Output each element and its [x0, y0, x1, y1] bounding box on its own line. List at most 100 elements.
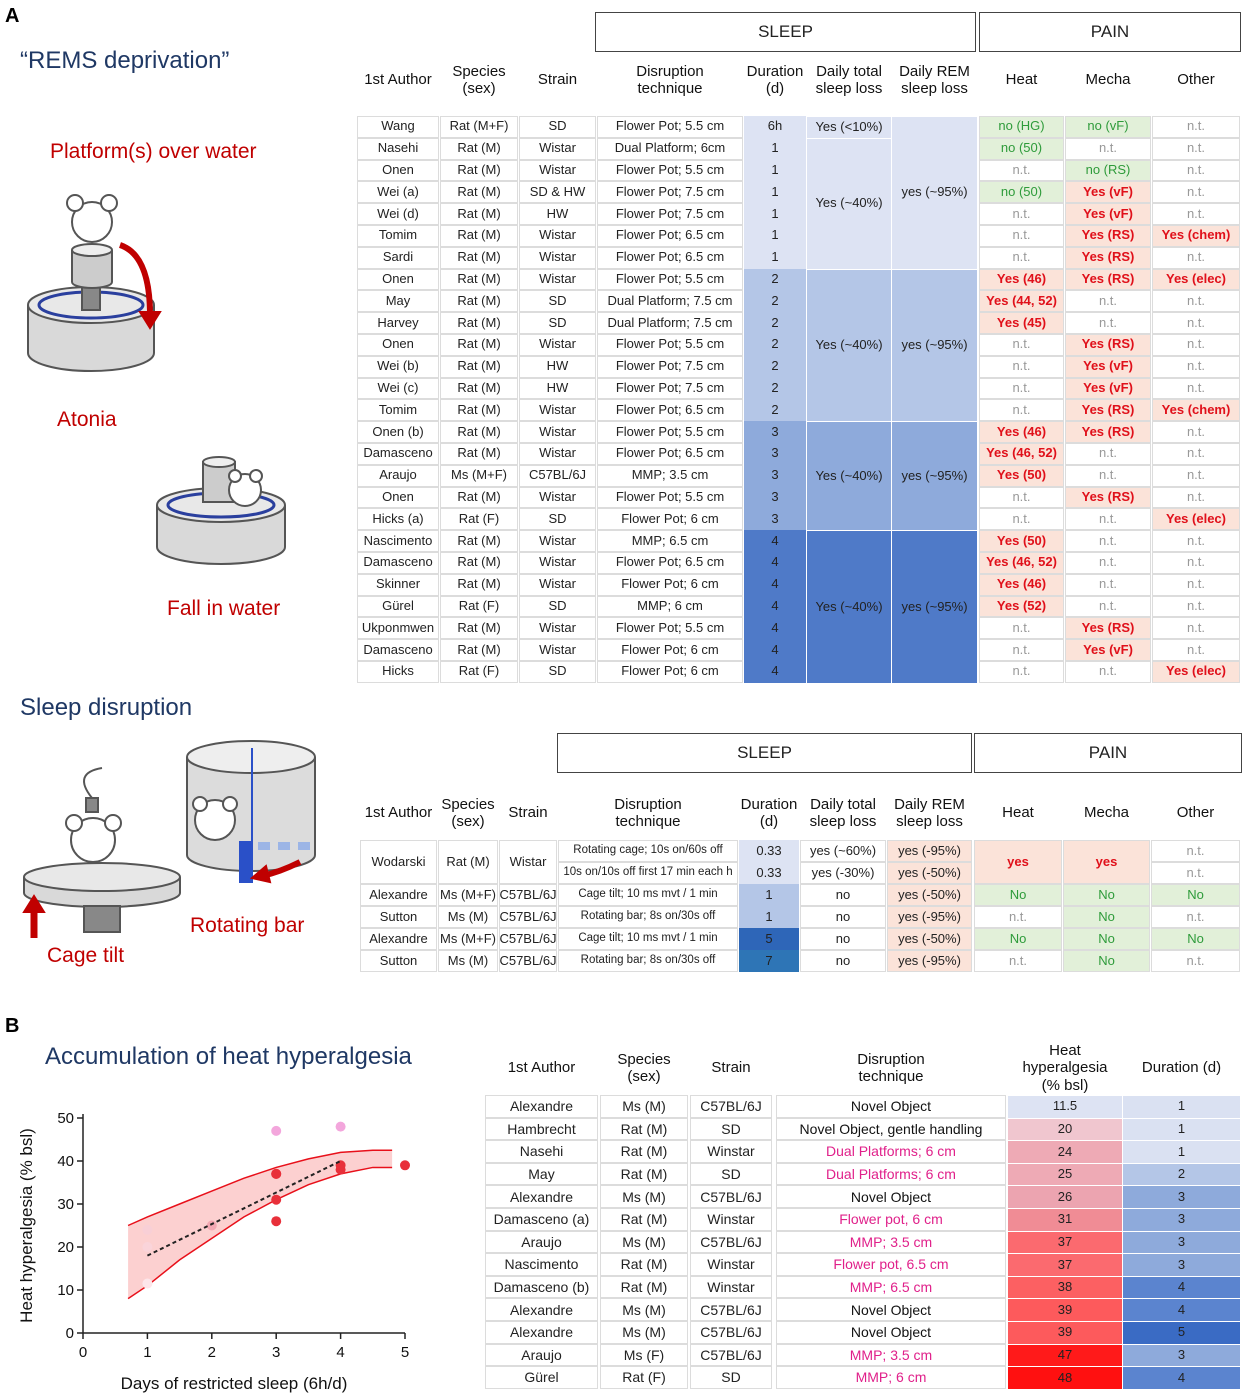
- duration-cell: 3: [744, 486, 806, 509]
- species-cell: Ms (F): [600, 1343, 688, 1367]
- column-header: Disruption technique: [857, 1050, 925, 1085]
- species-cell: Rat (M): [600, 1275, 688, 1299]
- y-tick-label: 10: [57, 1282, 74, 1299]
- table-cell: Wistar: [519, 530, 596, 552]
- column-header: Mecha: [1083, 804, 1130, 822]
- table-cell: n.t.: [979, 639, 1064, 661]
- table-cell: Cage tilt; 10 ms mvt / 1 min: [558, 928, 738, 950]
- technique-cell: Novel Object: [776, 1095, 1006, 1118]
- technique-cell: MMP; 6.5 cm: [776, 1275, 1006, 1299]
- table-cell: Wistar: [519, 552, 596, 574]
- heat-cell: 31: [1008, 1208, 1122, 1231]
- column-header: Heat: [1005, 71, 1038, 89]
- table-cell: n.t.: [1152, 137, 1240, 160]
- rotating-bar-illustration: [186, 740, 316, 884]
- group-header: SLEEP: [595, 12, 976, 52]
- sleep-loss-cell: Yes (~40%): [807, 137, 891, 269]
- table-cell: no (HG): [979, 116, 1064, 138]
- table-cell: Flower Pot; 5.5 cm: [597, 116, 743, 138]
- table-cell: n.t.: [974, 906, 1062, 928]
- panel-label: B: [5, 1015, 20, 1037]
- table-cell: No: [1151, 928, 1240, 950]
- table-cell: Wei (a): [357, 181, 439, 204]
- table-cell: n.t.: [1151, 840, 1240, 862]
- author-cell: May: [485, 1162, 598, 1186]
- illustration-label: Cage tilt: [47, 944, 125, 967]
- strain-cell: SD: [690, 1117, 772, 1141]
- technique-cell: Novel Object: [776, 1298, 1006, 1321]
- data-point: [271, 1125, 282, 1136]
- table-cell: Yes (46): [979, 268, 1064, 291]
- duration-cell: 2: [1123, 1162, 1240, 1186]
- species-cell: Rat (F): [600, 1366, 688, 1389]
- heat-cell: 39: [1008, 1298, 1122, 1321]
- table-cell: Wei (b): [357, 355, 439, 378]
- table-cell: Sutton: [360, 906, 437, 928]
- sleep-loss-cell: Yes (~40%): [807, 530, 891, 683]
- table-cell: Yes (RS): [1065, 486, 1151, 509]
- table-cell: n.t.: [1065, 508, 1151, 531]
- strain-cell: C57BL/6J: [690, 1343, 772, 1367]
- table-cell: Flower Pot; 5.5 cm: [597, 159, 743, 182]
- column-header: Strain: [508, 804, 548, 822]
- table-cell: Rat (M): [440, 530, 518, 552]
- table-cell: n.t.: [1065, 573, 1151, 596]
- cage-tilt-illustration: [22, 767, 181, 938]
- table-cell: Yes (chem): [1152, 225, 1240, 247]
- table-cell: No: [974, 884, 1062, 906]
- table-cell: Rat (M): [440, 181, 518, 204]
- table-cell: Hicks: [357, 661, 439, 683]
- sleep-loss-cell: Yes (<10%): [807, 116, 891, 138]
- table-cell: Wistar: [519, 617, 596, 640]
- section-title: “REMS deprivation”: [20, 47, 230, 74]
- table-cell: n.t.: [1152, 530, 1240, 552]
- heat-cell: 25: [1008, 1162, 1122, 1186]
- strain-cell: C57BL/6J: [690, 1230, 772, 1254]
- table-cell: 10s on/10s off first 17 min each h: [558, 862, 738, 884]
- column-header: Disruption technique: [614, 795, 682, 830]
- table-cell: Dual Platform; 7.5 cm: [597, 290, 743, 313]
- table-cell: 0.33: [739, 840, 799, 862]
- author-cell: Araujo: [485, 1230, 598, 1254]
- table-cell: Wistar: [519, 573, 596, 596]
- table-cell: yes (-50%): [887, 862, 972, 884]
- column-header: Other: [1177, 71, 1215, 89]
- duration-cell: 3: [744, 508, 806, 531]
- data-point: [271, 1194, 282, 1205]
- x-tick-label: 2: [208, 1344, 216, 1361]
- table-cell: Yes (elec): [1152, 508, 1240, 531]
- table-cell: Sardi: [357, 246, 439, 269]
- table-cell: Flower Pot; 5.5 cm: [597, 421, 743, 443]
- table-cell: Yes (50): [979, 464, 1064, 487]
- table-cell: C57BL/6J: [519, 464, 596, 487]
- table-cell: n.t.: [1152, 290, 1240, 313]
- sleep-loss-cell: yes (~95%): [892, 268, 977, 422]
- table-cell: no (RS): [1065, 159, 1151, 182]
- table-cell: Yes (52): [979, 595, 1064, 618]
- table-cell: n.t.: [1152, 573, 1240, 596]
- duration-cell: 4: [744, 573, 806, 596]
- table-cell: n.t.: [1151, 862, 1240, 884]
- author-cell: Hambrecht: [485, 1117, 598, 1141]
- table-cell: Wistar: [519, 334, 596, 356]
- column-header: Heat hyperalgesia (% bsl): [1022, 1042, 1108, 1094]
- band-edge: [127, 1166, 393, 1300]
- strain-cell: Winstar: [690, 1208, 772, 1231]
- table-cell: n.t.: [1152, 377, 1240, 400]
- heat-cell: 26: [1008, 1185, 1122, 1208]
- table-cell: Alexandre: [360, 884, 437, 906]
- heat-cell: 37: [1008, 1253, 1122, 1276]
- table-cell: Ms (M): [438, 950, 498, 972]
- table-cell: n.t.: [979, 661, 1064, 683]
- technique-cell: Flower pot, 6 cm: [776, 1208, 1006, 1231]
- species-cell: Rat (M): [600, 1140, 688, 1163]
- y-tick-label: 20: [57, 1239, 74, 1256]
- section-title: Sleep disruption: [20, 694, 193, 721]
- author-cell: Alexandre: [485, 1185, 598, 1208]
- species-cell: Rat (M): [600, 1162, 688, 1186]
- column-header: 1st Author: [364, 71, 432, 89]
- x-tick-label: 0: [79, 1344, 87, 1361]
- table-cell: Flower Pot; 6 cm: [597, 639, 743, 661]
- column-header: Duration (d): [746, 62, 804, 97]
- table-cell: Tomim: [357, 399, 439, 422]
